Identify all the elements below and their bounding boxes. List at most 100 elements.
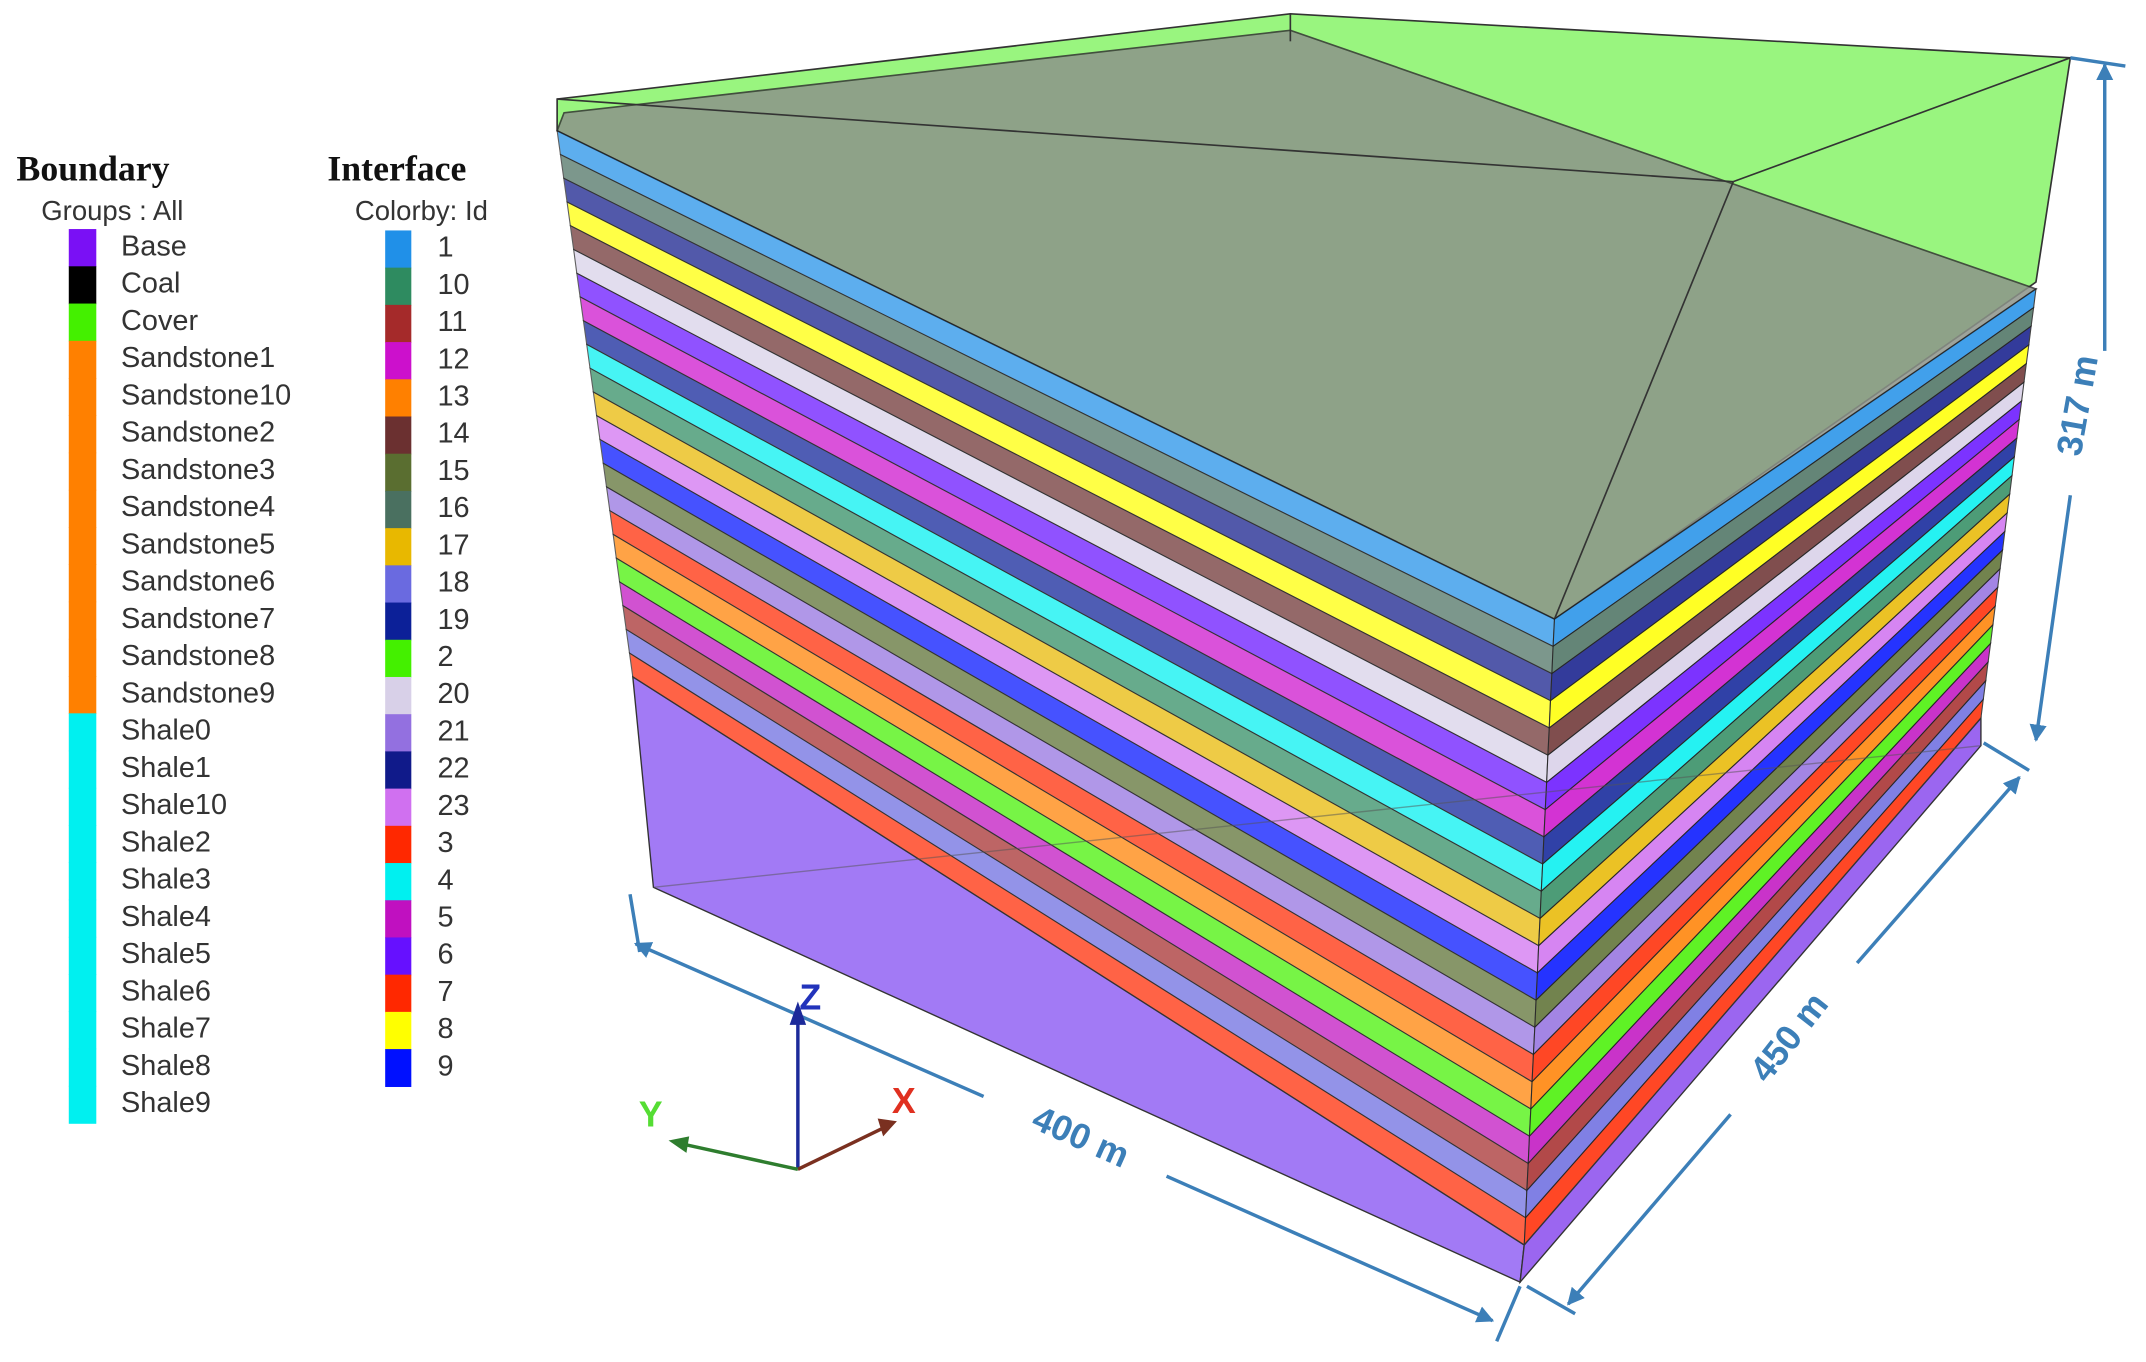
legend-label: Sandstone3 xyxy=(121,454,275,486)
legend-label: Shale2 xyxy=(121,826,211,858)
legend-label: 16 xyxy=(437,492,469,524)
legend-label: 2 xyxy=(437,641,453,673)
dimension-line xyxy=(1566,1113,1732,1306)
legend-swatch xyxy=(68,899,97,938)
legend-label: Coal xyxy=(121,268,180,300)
legend-swatch xyxy=(68,601,97,640)
legend-swatch xyxy=(68,862,97,901)
legend-label: Shale3 xyxy=(121,864,211,896)
legend-swatch xyxy=(385,937,412,976)
y-label: Y xyxy=(639,1095,663,1135)
edge-line xyxy=(1733,57,2071,183)
legend-swatch xyxy=(68,936,97,975)
interface-legend: Interface Colorby: Id 1 10 11 12 13 14 15 16 17 1… xyxy=(327,148,488,1087)
legend-swatch xyxy=(68,564,97,603)
legend-label: Sandstone7 xyxy=(121,603,275,635)
legend-swatch xyxy=(385,863,412,901)
legend-label: Shale1 xyxy=(121,752,211,784)
z-arrow xyxy=(789,1001,807,1025)
legend-swatch xyxy=(385,639,412,678)
legend-swatch xyxy=(385,788,412,827)
legend-label: Shale5 xyxy=(121,938,211,970)
legend-swatch xyxy=(68,452,97,491)
legend-swatch xyxy=(68,750,97,789)
legend-label: Sandstone10 xyxy=(121,379,291,411)
legend-label: Sandstone4 xyxy=(121,491,275,523)
legend-swatch xyxy=(68,825,97,864)
legend-label: 14 xyxy=(437,418,469,450)
legend-label: 20 xyxy=(437,678,469,710)
legend-label: Shale4 xyxy=(121,901,211,933)
legend-swatch xyxy=(385,230,412,269)
layered-model xyxy=(556,12,2072,1285)
legend-label: 9 xyxy=(437,1050,453,1082)
legend-label: 10 xyxy=(437,269,469,301)
axis-triad: Z X Y xyxy=(639,978,916,1172)
dimension-line xyxy=(2070,56,2126,68)
boundary-legend: Boundary Groups : All Base Coal Cover Sands… xyxy=(17,148,291,1124)
length-label: 400 m xyxy=(1026,1098,1135,1176)
legend-label: 15 xyxy=(437,455,469,487)
legend-label: 1 xyxy=(437,232,453,264)
legend-label: 7 xyxy=(437,976,453,1008)
legend-swatch xyxy=(68,787,97,826)
legend-swatch xyxy=(385,714,412,753)
legend-swatch xyxy=(68,1011,97,1050)
dimension-line xyxy=(1982,741,2030,772)
legend-label: Sandstone6 xyxy=(121,566,275,598)
legend-label: 18 xyxy=(437,567,469,599)
legend-swatch xyxy=(68,713,97,752)
x-axis xyxy=(797,1126,884,1171)
legend-label: Sandstone8 xyxy=(121,640,275,672)
legend-swatch xyxy=(385,751,412,790)
legend-swatch xyxy=(68,527,97,566)
legend-label: Sandstone9 xyxy=(121,677,275,709)
x-label: X xyxy=(892,1081,916,1121)
legend-label: 8 xyxy=(437,1013,453,1045)
legend-swatch xyxy=(385,676,412,715)
legend-subtitle: Colorby: Id xyxy=(355,195,488,226)
legend-label: 19 xyxy=(437,604,469,636)
legend-swatch xyxy=(385,528,412,567)
y-arrow xyxy=(668,1136,690,1153)
legend-label: 5 xyxy=(437,901,453,933)
legend-label: Shale10 xyxy=(121,789,227,821)
legend-label: 13 xyxy=(437,381,469,413)
legend-subtitle: Groups : All xyxy=(41,195,183,226)
legend-label: 17 xyxy=(437,529,469,561)
legend-swatch xyxy=(385,1049,412,1087)
legend-title: Interface xyxy=(327,148,466,188)
legend-label: Base xyxy=(121,230,187,262)
y-axis xyxy=(684,1142,799,1172)
legend-swatch xyxy=(68,1085,97,1124)
legend-swatch xyxy=(385,900,412,939)
legend-swatch xyxy=(385,602,412,641)
dimension-line xyxy=(628,893,642,953)
legend-swatch xyxy=(385,490,412,529)
legend-swatch xyxy=(385,304,412,343)
legend-swatch xyxy=(68,638,97,677)
legend-label: 4 xyxy=(437,864,453,896)
legend-swatch xyxy=(385,825,412,864)
legend-label: Cover xyxy=(121,305,198,337)
legend-label: 11 xyxy=(437,306,467,338)
hidden-edge xyxy=(653,744,1981,889)
z-label: Z xyxy=(799,978,821,1018)
legend-swatch xyxy=(385,416,412,455)
legend-label: Shale8 xyxy=(121,1050,211,1082)
legend-label: 12 xyxy=(437,343,469,375)
legend-swatch xyxy=(385,453,412,492)
legend-title: Boundary xyxy=(17,148,170,188)
legend-swatch xyxy=(68,1048,97,1087)
dimension-line xyxy=(1495,1285,1522,1342)
legend-swatch xyxy=(68,415,97,454)
legend-label: 6 xyxy=(437,939,453,971)
legend-swatch xyxy=(385,1011,412,1050)
dimension-line xyxy=(1165,1174,1495,1323)
legend-label: Sandstone1 xyxy=(121,342,275,374)
legend-swatch xyxy=(68,378,97,416)
dimension-line xyxy=(633,942,985,1099)
dimension-line xyxy=(2029,495,2073,742)
legend-swatch xyxy=(68,303,97,342)
